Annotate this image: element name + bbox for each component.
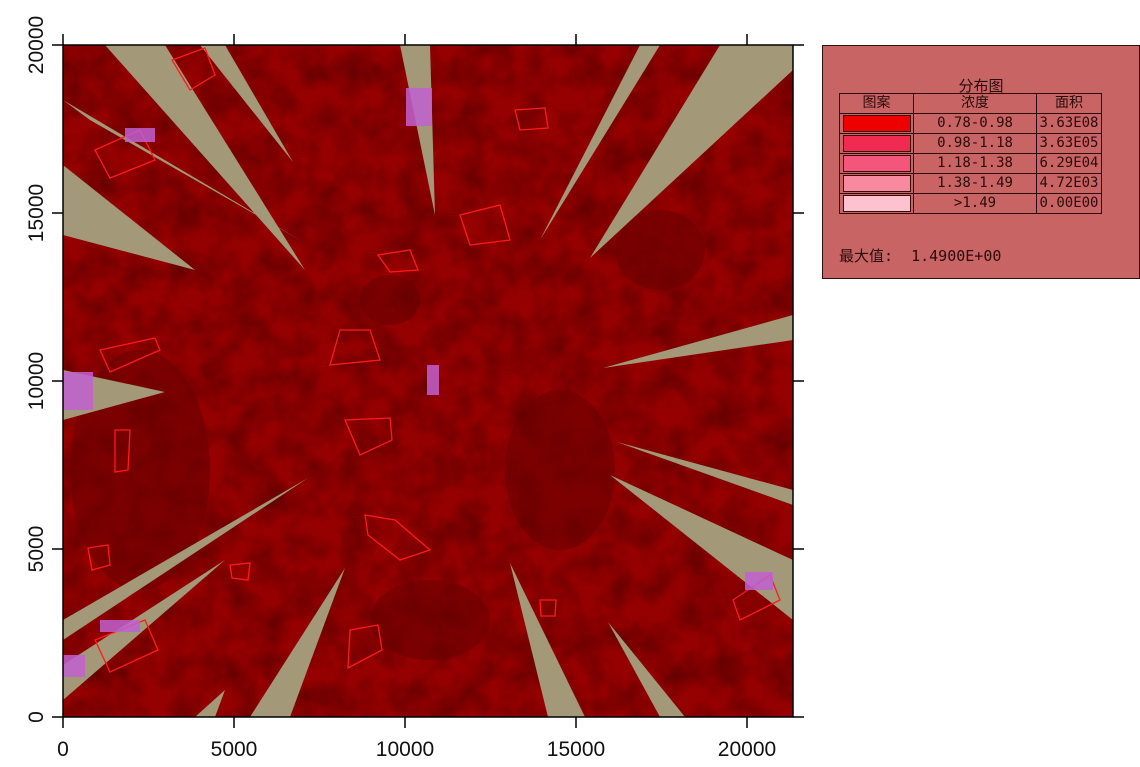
legend-panel: 分布图 图案 浓度 面积 0.78-0.98 3.63E08 0.98-1.18… bbox=[822, 45, 1140, 279]
x-tick-labels: 0 5000 10000 15000 20000 bbox=[57, 738, 776, 761]
y-tick-label: 15000 bbox=[25, 184, 48, 242]
legend-title: 分布图 bbox=[958, 77, 1004, 95]
legend-range: 1.18-1.38 bbox=[913, 153, 1037, 174]
legend-max-label: 最大值: bbox=[839, 247, 894, 265]
wedge-nw-3 bbox=[63, 100, 300, 240]
legend-max-row: 最大值: 1.4900E+00 bbox=[839, 245, 1001, 266]
y-tick-labels: 0 5000 10000 15000 20000 bbox=[25, 16, 48, 723]
axis-ticks bbox=[52, 34, 804, 728]
wedge-se-2 bbox=[608, 622, 685, 717]
legend-area: 4.72E03 bbox=[1036, 173, 1102, 194]
legend-header-pattern: 图案 bbox=[839, 93, 914, 114]
wedge-s-1 bbox=[250, 568, 345, 717]
x-tick-label: 10000 bbox=[376, 738, 434, 761]
legend-swatch bbox=[842, 175, 911, 192]
wedge-sw-1 bbox=[63, 478, 308, 640]
legend-range: 1.38-1.49 bbox=[913, 173, 1037, 194]
legend-row: 0.78-0.98 3.63E08 bbox=[839, 113, 1102, 134]
legend-row: 1.18-1.38 6.29E04 bbox=[839, 153, 1102, 174]
legend-swatch bbox=[842, 155, 911, 172]
legend-max-value: 1.4900E+00 bbox=[911, 247, 1002, 265]
x-tick-label: 20000 bbox=[718, 738, 776, 761]
wedge-e-2 bbox=[617, 442, 793, 505]
legend-range: 0.98-1.18 bbox=[913, 133, 1037, 154]
legend-row: >1.49 0.00E00 bbox=[839, 193, 1102, 214]
wedge-sw-2 bbox=[63, 560, 225, 700]
dark-patches bbox=[70, 210, 705, 660]
y-tick-label: 20000 bbox=[25, 16, 48, 74]
x-tick-label: 15000 bbox=[547, 738, 605, 761]
legend-area: 6.29E04 bbox=[1036, 153, 1102, 174]
legend-header-area: 面积 bbox=[1036, 93, 1102, 114]
y-tick-label: 0 bbox=[25, 711, 48, 723]
legend-swatch bbox=[842, 115, 911, 132]
legend-row: 0.98-1.18 3.63E05 bbox=[839, 133, 1102, 154]
legend-swatch bbox=[842, 135, 911, 152]
wedge-e-1 bbox=[603, 315, 793, 368]
hotspots bbox=[63, 88, 773, 677]
legend-row: 1.38-1.49 4.72E03 bbox=[839, 173, 1102, 194]
wedge-w-1 bbox=[63, 165, 195, 270]
wedge-ne-1 bbox=[540, 45, 660, 240]
x-tick-label: 5000 bbox=[211, 738, 258, 761]
legend-area: 0.00E00 bbox=[1036, 193, 1102, 214]
legend-header-concentration: 浓度 bbox=[913, 93, 1037, 114]
legend-range: 0.78-0.98 bbox=[913, 113, 1037, 134]
wedge-nw-2 bbox=[200, 45, 293, 162]
y-tick-label: 10000 bbox=[25, 352, 48, 410]
legend-swatch bbox=[842, 195, 911, 212]
legend-area: 3.63E08 bbox=[1036, 113, 1102, 134]
x-tick-label: 0 bbox=[57, 738, 69, 761]
legend-table: 图案 浓度 面积 0.78-0.98 3.63E08 0.98-1.18 3.6… bbox=[839, 93, 1102, 214]
legend-area: 3.63E05 bbox=[1036, 133, 1102, 154]
wedge-ne-2 bbox=[590, 45, 793, 258]
y-tick-label: 5000 bbox=[25, 526, 48, 573]
legend-header-row: 图案 浓度 面积 bbox=[839, 93, 1102, 114]
wedge-se-1 bbox=[510, 563, 585, 717]
legend-range: >1.49 bbox=[913, 193, 1037, 214]
wedge-n-1 bbox=[400, 45, 435, 215]
wedge-s-2 bbox=[195, 690, 225, 717]
